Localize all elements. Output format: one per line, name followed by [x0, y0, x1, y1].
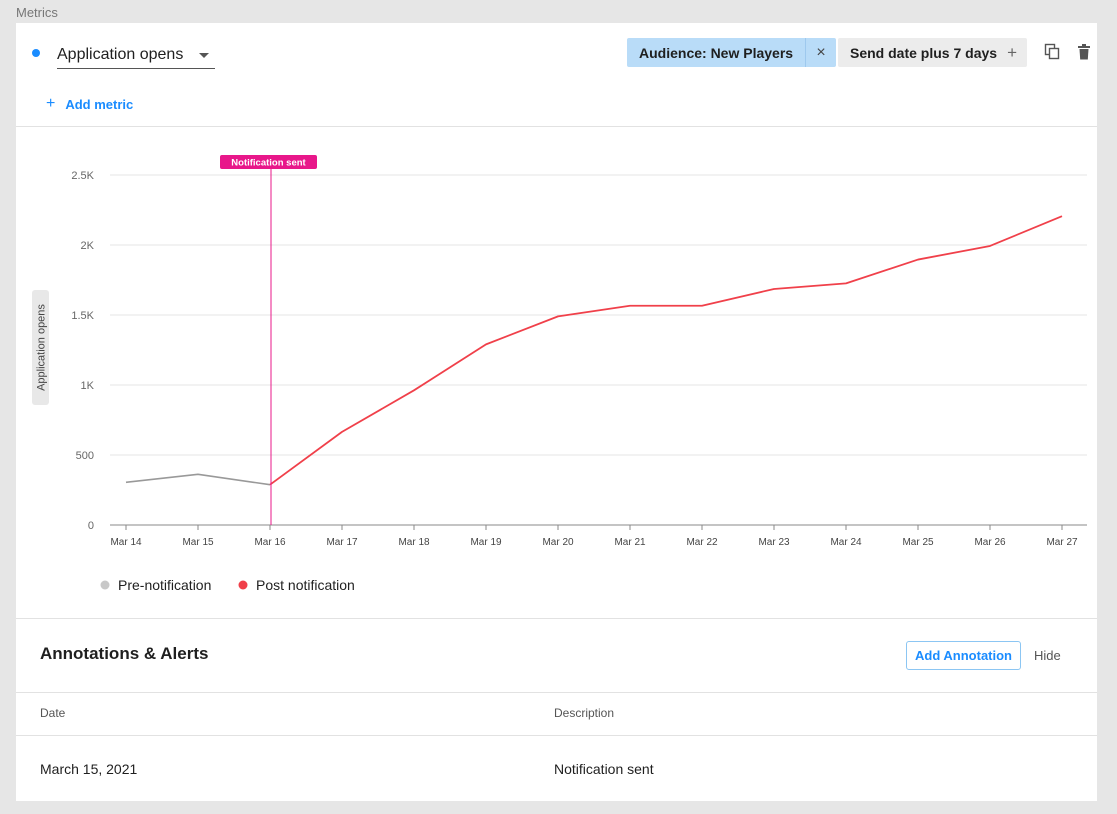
y-tick-label: 2K	[81, 240, 95, 252]
legend-swatch	[238, 580, 248, 590]
x-tick-label: Mar 20	[542, 537, 574, 548]
audience-filter-chip[interactable]: Audience: New Players ×	[627, 38, 837, 67]
x-tick-label: Mar 24	[830, 537, 862, 548]
legend-label: Pre-notification	[118, 577, 211, 593]
plus-icon: +	[46, 95, 56, 112]
legend-label: Post notification	[256, 577, 355, 593]
add-annotation-button[interactable]: Add Annotation	[906, 641, 1021, 670]
add-metric-button[interactable]: + Add metric	[46, 95, 133, 113]
y-tick-label: 1K	[81, 380, 95, 392]
x-tick-label: Mar 26	[974, 537, 1006, 548]
trash-icon[interactable]	[1076, 43, 1092, 61]
x-tick-label: Mar 14	[110, 537, 142, 548]
audience-filter-label: Audience: New Players	[639, 44, 794, 61]
table-top-divider	[16, 692, 1097, 693]
copy-icon[interactable]	[1044, 43, 1060, 61]
send-date-filter-label: Send date plus 7 days	[850, 44, 998, 61]
column-header-description: Description	[554, 706, 615, 720]
table-cell-description: Notification sent	[554, 761, 654, 777]
section-label: Metrics	[16, 5, 58, 20]
x-tick-label: Mar 23	[758, 537, 790, 548]
x-tick-label: Mar 18	[398, 537, 430, 548]
chart-divider	[16, 618, 1097, 619]
hide-button[interactable]: Hide	[1034, 648, 1061, 663]
series-line-pre-notification	[125, 473, 271, 486]
legend-swatch	[100, 580, 110, 590]
table-cell-date: March 15, 2021	[40, 761, 138, 777]
metrics-card: Application opens Audience: New Players …	[16, 23, 1097, 801]
x-tick-label: Mar 25	[902, 537, 934, 548]
y-tick-label: 1.5K	[71, 310, 94, 322]
table-header-divider	[16, 735, 1097, 736]
annotation-flag	[220, 155, 317, 169]
x-tick-label: Mar 15	[182, 537, 214, 548]
y-axis-label-bg	[32, 290, 49, 405]
y-tick-label: 2.5K	[71, 170, 94, 182]
y-tick-label: 500	[76, 450, 94, 462]
annotations-title: Annotations & Alerts	[40, 644, 209, 663]
x-tick-label: Mar 16	[254, 537, 286, 548]
close-icon[interactable]: ×	[805, 38, 836, 67]
x-tick-label: Mar 17	[326, 537, 358, 548]
series-line-post-notification	[269, 215, 1063, 486]
add-metric-label: Add metric	[65, 96, 134, 112]
annotation-label: Notification sent	[231, 158, 306, 169]
y-axis-label: Application opens	[36, 304, 48, 391]
chevron-down-icon	[199, 53, 209, 58]
metric-color-dot	[32, 49, 40, 57]
metric-select[interactable]: Application opens	[57, 41, 215, 69]
x-tick-label: Mar 27	[1046, 537, 1078, 548]
x-tick-label: Mar 19	[470, 537, 502, 548]
metric-select-label: Application opens	[57, 45, 184, 63]
column-header-date: Date	[40, 706, 66, 720]
add-icon[interactable]: +	[1007, 42, 1017, 62]
x-tick-label: Mar 21	[614, 537, 646, 548]
x-tick-label: Mar 22	[686, 537, 718, 548]
line-chart: 0 500 1K 1.5K 2K 2.5K Mar 14 Mar 15 Mar 16 Mar 17…	[32, 155, 1087, 593]
header-divider	[16, 126, 1097, 127]
y-tick-label: 0	[88, 520, 94, 532]
send-date-filter-chip[interactable]: Send date plus 7 days +	[838, 38, 1027, 67]
